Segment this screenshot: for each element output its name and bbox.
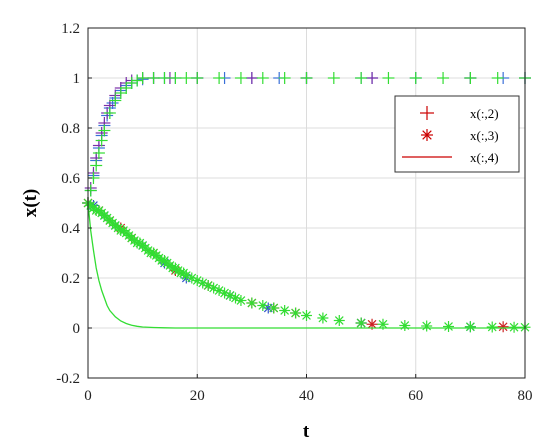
point-2-9 — [114, 87, 127, 99]
legend-item-0: x(:,2) — [420, 106, 499, 121]
point-2-30 — [491, 72, 504, 84]
point-2-1 — [84, 184, 97, 197]
point-2-25 — [355, 72, 368, 84]
point-2-21 — [256, 72, 269, 84]
point-2-15 — [158, 72, 171, 84]
point-2-26 — [382, 72, 395, 84]
point-2-13 — [136, 72, 149, 84]
series-6 — [87, 202, 525, 329]
point-5-48 — [257, 300, 269, 311]
axis-ticks: 0 20 40 60 80-0.200.20.40.60.811.2 — [56, 21, 532, 404]
point-5-51 — [290, 307, 302, 319]
y-tick-label-4: 0.6 — [61, 171, 80, 187]
point-5-52 — [301, 310, 312, 321]
point-5-57 — [399, 320, 411, 331]
legend-item-1: x(:,3) — [421, 128, 499, 143]
point-5-58 — [421, 320, 433, 332]
point-0-9 — [106, 97, 119, 109]
series-2 — [82, 72, 531, 209]
point-2-8 — [109, 94, 122, 107]
point-5-61 — [486, 321, 498, 333]
point-2-7 — [103, 107, 116, 119]
y-tick-label-2: 0.2 — [61, 271, 80, 287]
point-2-5 — [95, 134, 108, 147]
x-tick-label-0: 0 — [84, 388, 92, 404]
legend-swatch-0 — [420, 106, 434, 120]
y-axis-label: x(t) — [20, 189, 41, 217]
point-1-17 — [245, 72, 258, 84]
point-5-55 — [355, 317, 367, 329]
legend-items: x(:,2) x(:,3) x(:,4) — [402, 106, 499, 165]
point-2-4 — [92, 147, 105, 159]
point-5-46 — [235, 295, 247, 306]
point-5-60 — [464, 321, 476, 333]
point-2-28 — [437, 72, 450, 84]
legend: x(:,2) x(:,3) x(:,4) — [394, 95, 520, 173]
x-tick-label-1: 20 — [190, 388, 205, 404]
legend-swatch-1 — [421, 129, 433, 141]
legend-label-1: x(:,3) — [470, 128, 499, 143]
point-2-6 — [98, 124, 111, 137]
y-tick-label-0: -0.2 — [56, 371, 80, 387]
point-2-16 — [169, 72, 182, 84]
legend-item-2: x(:,4) — [402, 150, 499, 165]
y-tick-label-3: 0.4 — [61, 221, 80, 237]
point-5-50 — [279, 305, 291, 316]
x-tick-label-2: 40 — [299, 388, 314, 404]
point-2-20 — [234, 72, 247, 84]
legend-box — [394, 95, 520, 173]
data-marks — [82, 72, 531, 333]
point-5-56 — [377, 318, 389, 330]
point-5-59 — [443, 321, 455, 332]
point-2-12 — [131, 74, 144, 87]
point-5-47 — [246, 297, 258, 309]
point-3-13 — [497, 321, 509, 333]
point-2-22 — [278, 72, 291, 84]
point-2-17 — [180, 72, 193, 84]
series-5 — [82, 197, 531, 333]
y-tick-label-5: 0.8 — [61, 121, 80, 137]
point-5-49 — [268, 302, 280, 314]
x-axis-label: t — [303, 421, 310, 442]
point-2-3 — [90, 159, 103, 172]
x-tick-label-3: 60 — [408, 388, 423, 404]
y-tick-label-6: 1 — [73, 71, 81, 87]
legend-label-0: x(:,2) — [470, 106, 499, 121]
point-2-24 — [327, 72, 340, 84]
legend-label-2: x(:,4) — [470, 150, 499, 165]
point-3-12 — [366, 318, 378, 330]
point-2-27 — [409, 72, 422, 84]
point-2-14 — [147, 72, 160, 84]
point-5-62 — [508, 321, 520, 333]
point-2-19 — [213, 72, 226, 84]
point-2-11 — [125, 77, 138, 89]
point-2-18 — [191, 72, 204, 84]
x-tick-label-4: 80 — [518, 388, 533, 404]
y-tick-label-7: 1.2 — [61, 21, 80, 37]
y-tick-label-1: 0 — [73, 321, 81, 337]
point-2-29 — [464, 72, 477, 84]
point-5-53 — [317, 312, 329, 324]
point-2-23 — [300, 72, 313, 84]
point-2-10 — [120, 82, 133, 94]
series-line-6 — [87, 202, 525, 329]
point-5-54 — [333, 315, 345, 326]
point-1-19 — [366, 72, 379, 84]
